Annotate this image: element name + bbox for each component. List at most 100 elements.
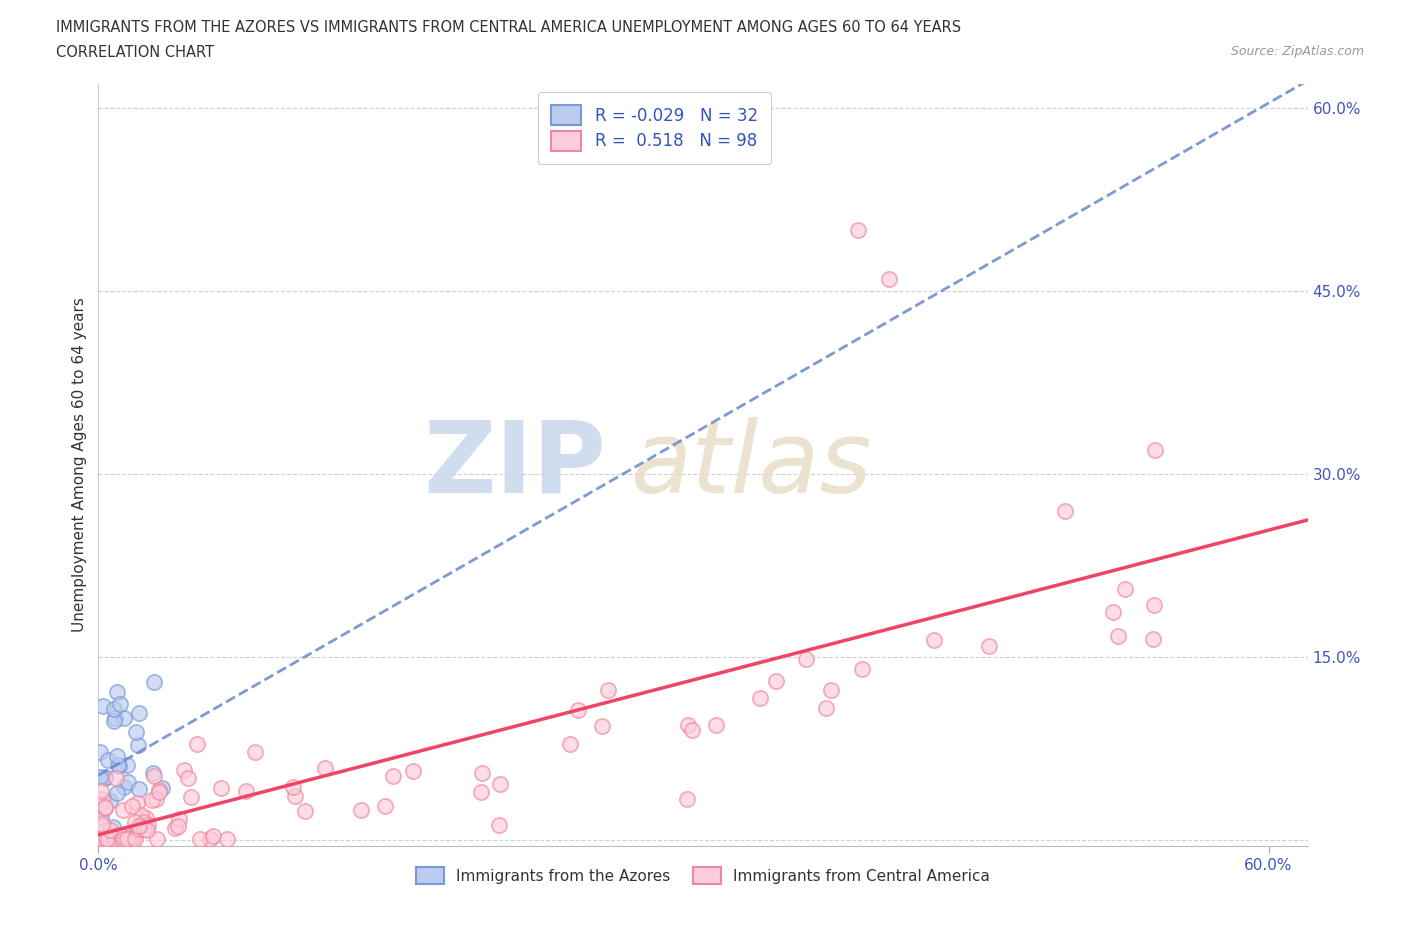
- Point: [143, 769, 166, 784]
- Point: [138, 817, 160, 832]
- Point: [1143, 597, 1166, 612]
- Point: [124, 831, 146, 846]
- Point: [470, 784, 492, 799]
- Point: [115, 827, 138, 842]
- Point: [90, 783, 112, 798]
- Point: [104, 711, 127, 725]
- Point: [591, 718, 613, 733]
- Point: [128, 781, 150, 796]
- Point: [349, 803, 371, 817]
- Point: [749, 690, 772, 705]
- Point: [148, 784, 170, 799]
- Point: [180, 790, 202, 804]
- Point: [150, 781, 173, 796]
- Point: [135, 811, 157, 826]
- Point: [128, 821, 150, 836]
- Point: [89, 796, 111, 811]
- Point: [848, 222, 870, 237]
- Point: [235, 783, 257, 798]
- Point: [173, 763, 195, 777]
- Point: [215, 831, 238, 846]
- Point: [115, 830, 138, 844]
- Point: [128, 818, 150, 833]
- Point: [879, 272, 901, 286]
- Point: [112, 831, 135, 846]
- Point: [94, 801, 117, 816]
- Point: [98, 831, 121, 846]
- Point: [105, 749, 128, 764]
- Point: [110, 698, 132, 712]
- Point: [488, 777, 510, 792]
- Point: [558, 737, 581, 751]
- Point: [93, 769, 115, 784]
- Point: [89, 745, 111, 760]
- Point: [1102, 604, 1125, 619]
- Point: [283, 779, 305, 794]
- Point: [141, 792, 163, 807]
- Point: [1053, 503, 1076, 518]
- Point: [382, 769, 405, 784]
- Text: IMMIGRANTS FROM THE AZORES VS IMMIGRANTS FROM CENTRAL AMERICA UNEMPLOYMENT AMONG: IMMIGRANTS FROM THE AZORES VS IMMIGRANTS…: [56, 20, 962, 35]
- Point: [1107, 629, 1129, 644]
- Point: [112, 711, 135, 725]
- Point: [243, 745, 266, 760]
- Point: [91, 698, 114, 713]
- Point: [1142, 631, 1164, 646]
- Point: [97, 830, 120, 845]
- Point: [105, 684, 128, 699]
- Point: [122, 829, 145, 844]
- Point: [851, 662, 873, 677]
- Point: [91, 817, 114, 831]
- Point: [90, 791, 112, 806]
- Point: [104, 771, 127, 786]
- Point: [101, 831, 124, 846]
- Point: [794, 651, 817, 666]
- Point: [209, 781, 232, 796]
- Point: [115, 831, 138, 846]
- Point: [148, 783, 170, 798]
- Point: [93, 830, 115, 845]
- Text: ZIP: ZIP: [423, 417, 606, 513]
- Point: [136, 822, 159, 837]
- Point: [177, 771, 200, 786]
- Point: [90, 810, 112, 825]
- Point: [145, 791, 167, 806]
- Point: [94, 800, 117, 815]
- Point: [1114, 582, 1136, 597]
- Point: [488, 817, 510, 832]
- Point: [142, 674, 165, 689]
- Point: [924, 632, 946, 647]
- Point: [129, 807, 152, 822]
- Y-axis label: Unemployment Among Ages 60 to 64 years: Unemployment Among Ages 60 to 64 years: [72, 298, 87, 632]
- Point: [110, 831, 132, 846]
- Point: [125, 796, 148, 811]
- Point: [96, 831, 118, 846]
- Point: [94, 771, 117, 786]
- Point: [107, 758, 129, 773]
- Point: [1144, 443, 1167, 458]
- Point: [125, 724, 148, 739]
- Point: [91, 831, 114, 846]
- Point: [167, 811, 190, 826]
- Point: [127, 737, 149, 752]
- Point: [97, 752, 120, 767]
- Point: [124, 814, 146, 829]
- Point: [90, 824, 112, 839]
- Point: [104, 831, 127, 846]
- Point: [117, 774, 139, 789]
- Point: [103, 713, 125, 728]
- Point: [115, 830, 138, 844]
- Point: [402, 764, 425, 778]
- Point: [105, 786, 128, 801]
- Point: [146, 831, 169, 846]
- Point: [167, 818, 190, 833]
- Point: [96, 829, 118, 844]
- Point: [128, 706, 150, 721]
- Point: [122, 831, 145, 846]
- Text: CORRELATION CHART: CORRELATION CHART: [56, 45, 214, 60]
- Point: [815, 700, 838, 715]
- Point: [202, 828, 225, 843]
- Point: [765, 673, 787, 688]
- Point: [103, 831, 125, 846]
- Point: [188, 831, 211, 846]
